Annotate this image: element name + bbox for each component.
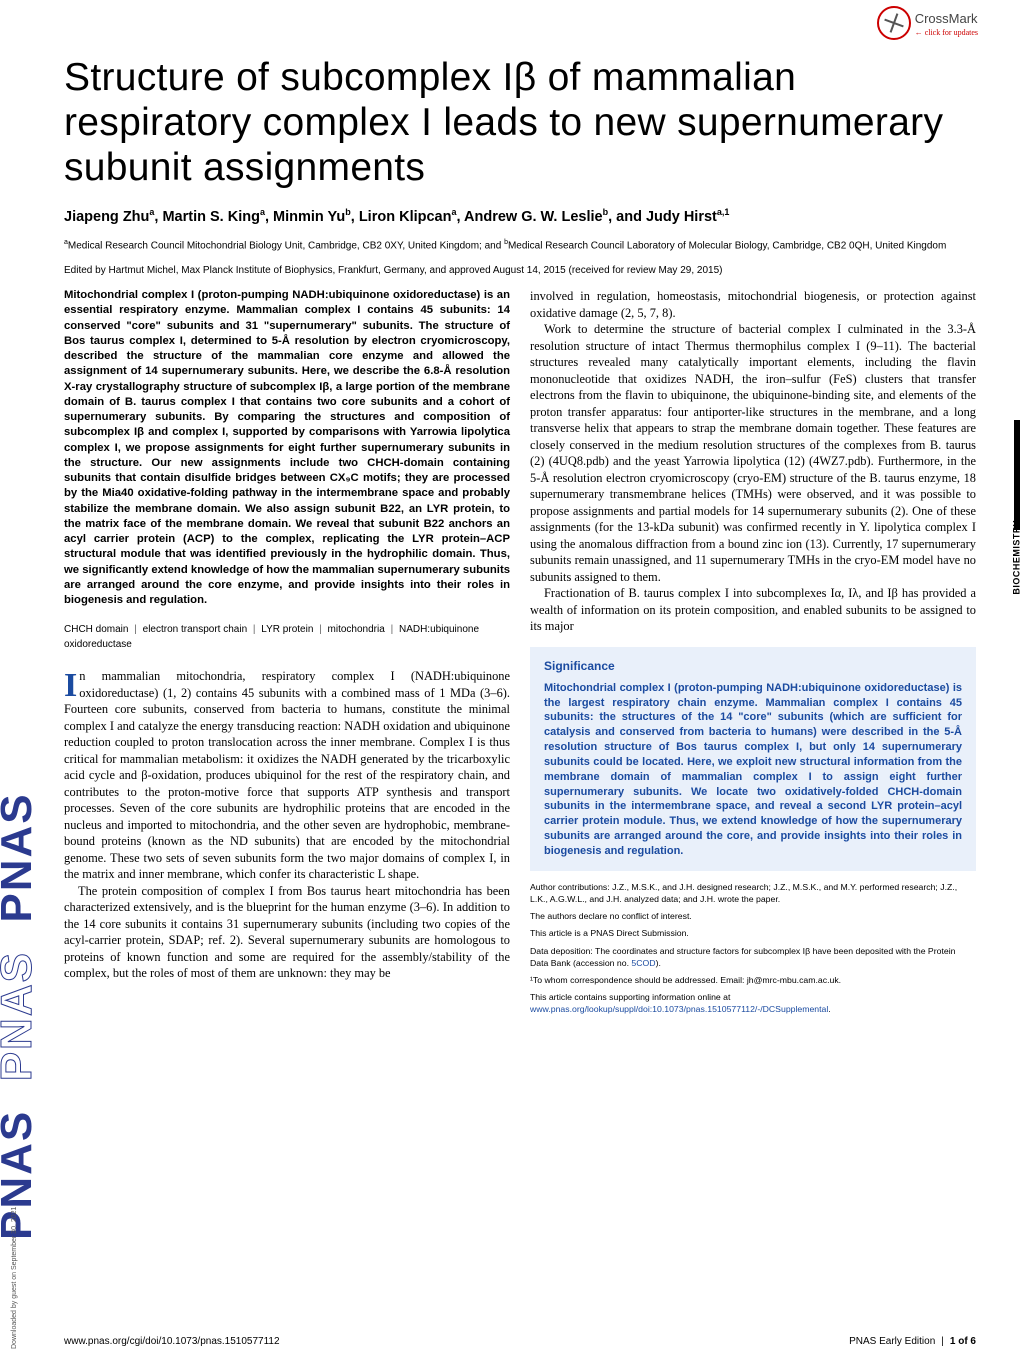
footer-doi: www.pnas.org/cgi/doi/10.1073/pnas.151057… [64, 1336, 280, 1347]
significance-title: Significance [544, 659, 962, 673]
intro-para-1: n mammalian mitochondria, respiratory co… [64, 669, 510, 881]
section-bar [1014, 420, 1020, 530]
fn-submission: This article is a PNAS Direct Submission… [530, 927, 976, 939]
download-stamp: Downloaded by guest on September 30, 202… [11, 1207, 18, 1349]
footer-page: PNAS Early Edition|1 of 6 [849, 1336, 976, 1347]
keywords: CHCH domain | electron transport chain |… [64, 622, 510, 652]
crossmark-label: CrossMark [915, 11, 978, 26]
col2-para-1: involved in regulation, homeostasis, mit… [530, 288, 976, 321]
intro-text: In mammalian mitochondria, respiratory c… [64, 668, 510, 982]
dropcap: I [64, 668, 79, 700]
significance-box: Significance Mitochondrial complex I (pr… [530, 647, 976, 871]
crossmark-badge[interactable]: CrossMark ← click for updates [877, 6, 978, 40]
footnotes: Author contributions: J.Z., M.S.K., and … [530, 881, 976, 1016]
fn-conflict: The authors declare no conflict of inter… [530, 910, 976, 922]
section-label: BIOCHEMISTRY [1012, 520, 1020, 595]
right-column: involved in regulation, homeostasis, mit… [530, 288, 976, 1020]
article-title: Structure of subcomplex Iβ of mammalian … [64, 56, 976, 191]
doi-link[interactable]: www.pnas.org/cgi/doi/10.1073/pnas.151057… [64, 1336, 280, 1347]
si-link[interactable]: www.pnas.org/lookup/suppl/doi:10.1073/pn… [530, 1004, 828, 1014]
pdb-link[interactable]: 5COD [631, 958, 655, 968]
abstract: Mitochondrial complex I (proton-pumping … [64, 288, 510, 608]
intro-para-2: The protein composition of complex I fro… [64, 883, 510, 982]
fn-contrib: Author contributions: J.Z., M.S.K., and … [530, 881, 976, 905]
fn-deposition: Data deposition: The coordinates and str… [530, 945, 976, 969]
crossmark-sublabel: ← click for updates [915, 28, 978, 37]
pnas-sidebar-logo: PNAS PNAS PNAS [0, 90, 38, 1240]
fn-si: This article contains supporting informa… [530, 991, 976, 1015]
author-list: Jiapeng Zhua, Martin S. Kinga, Minmin Yu… [64, 207, 976, 225]
edited-by: Edited by Hartmut Michel, Max Planck Ins… [64, 265, 976, 276]
affiliations: aMedical Research Council Mitochondrial … [64, 238, 976, 253]
col2-text: involved in regulation, homeostasis, mit… [530, 288, 976, 635]
crossmark-icon [877, 6, 911, 40]
page-footer: www.pnas.org/cgi/doi/10.1073/pnas.151057… [64, 1336, 976, 1347]
left-column: Mitochondrial complex I (proton-pumping … [64, 288, 510, 1020]
col2-para-3: Fractionation of B. taurus complex I int… [530, 585, 976, 635]
col2-para-2: Work to determine the structure of bacte… [530, 321, 976, 585]
significance-body: Mitochondrial complex I (proton-pumping … [544, 681, 962, 859]
fn-correspondence: ¹To whom correspondence should be addres… [530, 974, 976, 986]
